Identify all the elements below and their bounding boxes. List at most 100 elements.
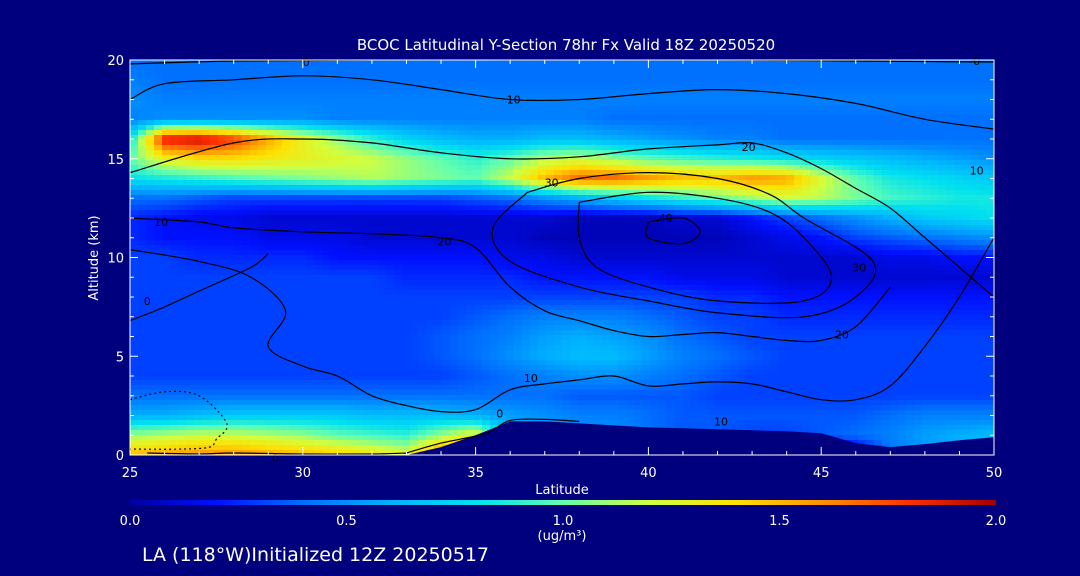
heatmap-cell [930, 175, 939, 181]
heatmap-cell [402, 130, 411, 136]
heatmap-cell [866, 250, 875, 256]
heatmap-cell [410, 260, 419, 266]
heatmap-cell [378, 215, 387, 221]
heatmap-cell [810, 130, 819, 136]
heatmap-cell [858, 260, 867, 266]
heatmap-cell [506, 160, 515, 166]
heatmap-cell [434, 65, 443, 71]
heatmap-cell [226, 170, 235, 176]
heatmap-cell [362, 240, 371, 246]
heatmap-cell [786, 160, 795, 166]
heatmap-cell [914, 165, 923, 171]
heatmap-cell [290, 85, 299, 91]
heatmap-cell [826, 165, 835, 171]
heatmap-cell [850, 165, 859, 171]
heatmap-cell [626, 105, 635, 111]
heatmap-cell [370, 190, 379, 196]
heatmap-cell [866, 135, 875, 141]
heatmap-cell [226, 210, 235, 216]
heatmap-cell [466, 130, 475, 136]
heatmap-cell [818, 190, 827, 196]
heatmap-cell [970, 250, 979, 256]
heatmap-cell [458, 235, 467, 241]
heatmap-cell [178, 145, 187, 151]
heatmap-cell [914, 225, 923, 231]
heatmap-cell [210, 220, 219, 226]
heatmap-cell [738, 90, 747, 96]
heatmap-cell [266, 165, 275, 171]
heatmap-cell [418, 95, 427, 101]
heatmap-cell [370, 250, 379, 256]
heatmap-cell [314, 215, 323, 221]
heatmap-cell [746, 80, 755, 86]
heatmap-cell [258, 135, 267, 141]
heatmap-cell [738, 210, 747, 216]
heatmap-cell [922, 280, 931, 286]
heatmap-cell [386, 130, 395, 136]
heatmap-cell [434, 280, 443, 286]
heatmap-cell [338, 110, 347, 116]
heatmap-cell [770, 60, 779, 66]
heatmap-cell [282, 275, 291, 281]
heatmap-cell [922, 130, 931, 136]
heatmap-cell [514, 120, 523, 126]
heatmap-cell [186, 100, 195, 106]
heatmap-cell [258, 210, 267, 216]
heatmap-cell [970, 190, 979, 196]
heatmap-cell [954, 215, 963, 221]
heatmap-cell [290, 135, 299, 141]
heatmap-cell [378, 65, 387, 71]
heatmap-cell [562, 135, 571, 141]
heatmap-cell [874, 275, 883, 281]
heatmap-cell [778, 60, 787, 66]
heatmap-cell [762, 135, 771, 141]
heatmap-cell [362, 180, 371, 186]
heatmap-cell [938, 245, 947, 251]
heatmap-cell [818, 60, 827, 66]
heatmap-cell [170, 210, 179, 216]
heatmap-cell [594, 120, 603, 126]
heatmap-cell [250, 240, 259, 246]
heatmap-cell [874, 170, 883, 176]
heatmap-cell [394, 135, 403, 141]
heatmap-cell [802, 195, 811, 201]
heatmap-cell [914, 230, 923, 236]
heatmap-cell [818, 270, 827, 276]
heatmap-cell [290, 155, 299, 161]
heatmap-cell [626, 250, 635, 256]
heatmap-cell [658, 110, 667, 116]
heatmap-cell [274, 80, 283, 86]
heatmap-cell [290, 200, 299, 206]
heatmap-cell [386, 270, 395, 276]
heatmap-cell [930, 110, 939, 116]
heatmap-cell [578, 130, 587, 136]
heatmap-cell [690, 205, 699, 211]
heatmap-cell [178, 260, 187, 266]
heatmap-cell [298, 145, 307, 151]
heatmap-cell [786, 225, 795, 231]
heatmap-cell [450, 165, 459, 171]
heatmap-cell [986, 250, 994, 256]
heatmap-cell [418, 115, 427, 121]
heatmap-cell [738, 235, 747, 241]
heatmap-cell [610, 140, 619, 146]
heatmap-cell [194, 60, 203, 66]
heatmap-cell [906, 120, 915, 126]
heatmap-cell [874, 175, 883, 181]
heatmap-cell [802, 210, 811, 216]
heatmap-cell [602, 135, 611, 141]
heatmap-cell [370, 145, 379, 151]
heatmap-cell [282, 90, 291, 96]
heatmap-cell [986, 125, 994, 131]
heatmap-cell [714, 75, 723, 81]
heatmap-cell [458, 100, 467, 106]
heatmap-cell [642, 130, 651, 136]
heatmap-cell [458, 115, 467, 121]
heatmap-cell [202, 70, 211, 76]
heatmap-cell [490, 230, 499, 236]
heatmap-cell [778, 95, 787, 101]
heatmap-cell [202, 90, 211, 96]
heatmap-cell [482, 100, 491, 106]
heatmap-cell [290, 110, 299, 116]
heatmap-cell [594, 100, 603, 106]
